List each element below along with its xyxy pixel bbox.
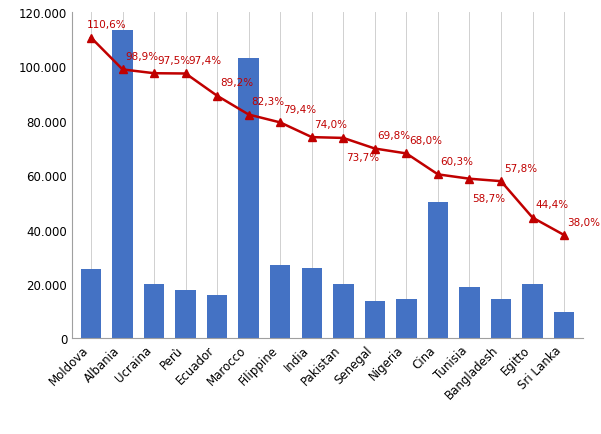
Bar: [239, 59, 259, 339]
Bar: [522, 284, 543, 339]
Text: 38,0%: 38,0%: [567, 217, 600, 227]
Text: 89,2%: 89,2%: [220, 78, 253, 88]
Text: 73,7%: 73,7%: [346, 152, 379, 162]
Bar: [396, 299, 416, 339]
Bar: [144, 284, 164, 339]
Text: 97,4%: 97,4%: [189, 56, 222, 66]
Bar: [302, 269, 322, 339]
Bar: [554, 313, 575, 339]
Bar: [365, 301, 385, 339]
Text: 68,0%: 68,0%: [409, 136, 442, 146]
Text: 44,4%: 44,4%: [535, 200, 569, 210]
Text: 97,5%: 97,5%: [157, 56, 190, 66]
Text: 74,0%: 74,0%: [314, 119, 347, 129]
Bar: [175, 290, 196, 339]
Text: 57,8%: 57,8%: [504, 164, 537, 174]
Bar: [459, 287, 480, 339]
Bar: [81, 270, 102, 339]
Bar: [270, 265, 290, 339]
Bar: [428, 203, 448, 339]
Text: 82,3%: 82,3%: [251, 97, 285, 107]
Bar: [112, 31, 133, 339]
Bar: [333, 284, 353, 339]
Text: 58,7%: 58,7%: [472, 193, 505, 203]
Text: 110,6%: 110,6%: [87, 20, 126, 30]
Bar: [491, 299, 511, 339]
Text: 98,9%: 98,9%: [126, 52, 159, 62]
Text: 69,8%: 69,8%: [377, 131, 410, 141]
Text: 60,3%: 60,3%: [441, 157, 474, 167]
Bar: [207, 295, 227, 339]
Text: 79,4%: 79,4%: [283, 105, 316, 115]
